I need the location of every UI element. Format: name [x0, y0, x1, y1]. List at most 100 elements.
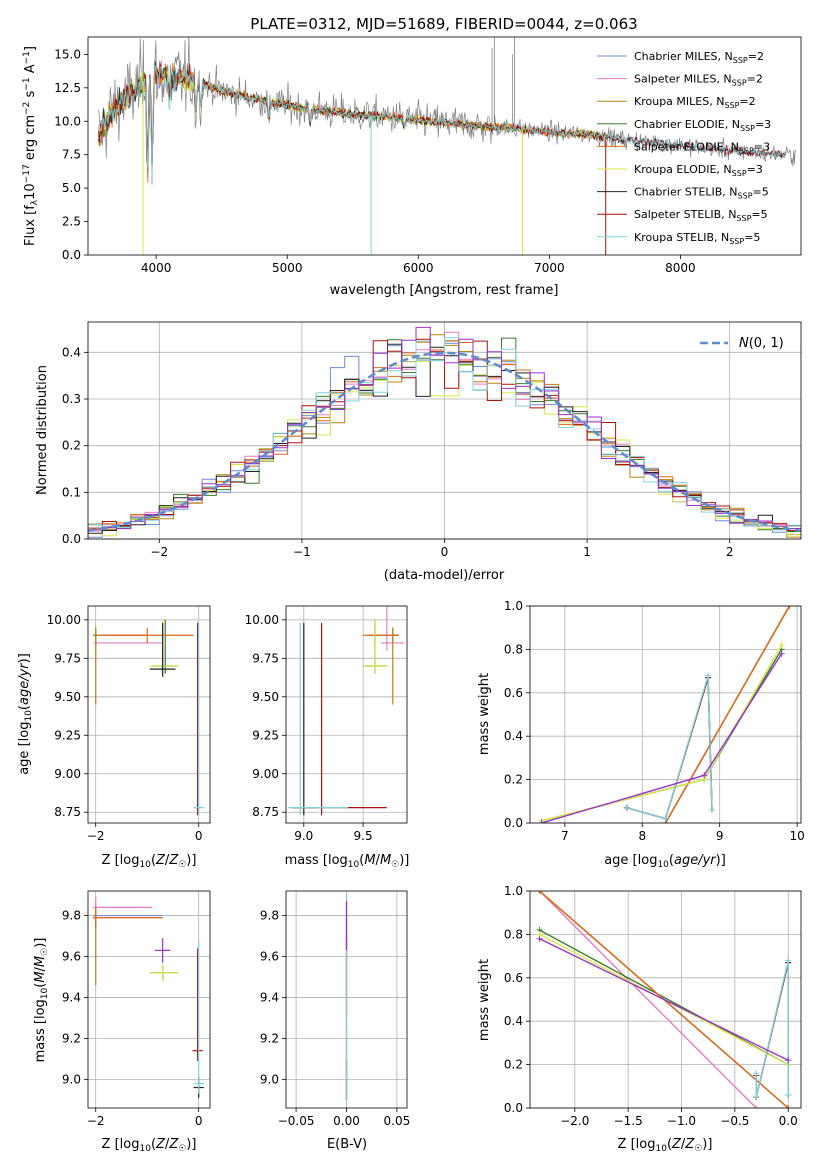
legend-nssp: =2 — [748, 50, 764, 63]
age-vs-Z-y-axis-label-part: 10 — [24, 710, 34, 722]
mass-weight-vs-Z-x-axis-label-part: Z [log — [618, 1137, 656, 1152]
mass-vs-Z-x-axis-label-part: Z — [168, 1137, 179, 1152]
mass-weight-point — [778, 650, 785, 657]
mass-weight-line — [539, 891, 757, 1108]
spectrum-y-axis-label-part: −1 — [22, 51, 32, 64]
age_vs_mass-ytick-label: 9.00 — [252, 767, 279, 781]
spectrum-y-axis-label-part: A — [23, 64, 38, 77]
legend-subscript: SSP — [724, 101, 739, 110]
mass-vs-Z-x-axis-label-part: / — [165, 1137, 170, 1152]
mass-vs-Z-y-axis-label-part: / — [33, 966, 48, 971]
mass_vs_Z-plot-area — [93, 897, 204, 1098]
legend-model-name: Salpeter STELIB, N — [634, 208, 736, 221]
residuals-frame — [87, 321, 802, 540]
mass_vs_EBV-ytick-label: 9.6 — [260, 950, 279, 964]
age_vs_Z-ytick-label: 9.75 — [54, 651, 81, 665]
spectrum-ytick-label: 12.5 — [54, 81, 81, 95]
legend-nssp: =2 — [739, 95, 755, 108]
mass_vs_EBV-frame — [285, 890, 408, 1109]
mass_vs_EBV-xtick-label: 0.05 — [384, 1114, 411, 1128]
legend-nssp: =2 — [747, 73, 763, 86]
residuals-xtick-label: −1 — [293, 545, 311, 559]
mass-weight-point — [753, 1070, 760, 1077]
legend-subscript: SSP — [732, 79, 747, 88]
mass-weight-vs-Z-x-axis-label-part: ☉ — [694, 1144, 702, 1154]
spectrum-y-axis-label-part: erg cm — [23, 115, 38, 164]
mass-vs-Z-x-axis-label-part: Z [log — [102, 1137, 140, 1152]
mass-weight-vs-age-x-axis-label-part: )] — [716, 853, 726, 868]
mass_vs_EBV-xtick-label: 0.00 — [333, 1114, 360, 1128]
spectrum-ytick-label: 7.5 — [62, 148, 81, 162]
legend-model-name: Chabrier MILES, N — [634, 50, 733, 63]
spectrum-y-axis-label-part: s — [23, 90, 38, 101]
residuals-xtick-label: −2 — [150, 545, 168, 559]
mass_vs_EBV-ytick-label: 9.0 — [260, 1072, 279, 1086]
mass-weight-vs-age-x-axis-label-part: age/yr — [674, 853, 717, 868]
spectrum-y-axis-label-part: 10 — [23, 183, 38, 200]
mass_weight_vs_age-ytick-label: 0.2 — [504, 773, 523, 787]
mass_vs_Z-xtick-label: −2 — [87, 1114, 105, 1128]
mass_vs_Z-ytick-label: 9.6 — [62, 950, 81, 964]
mass_vs_EBV-xtick-label: −0.05 — [278, 1114, 315, 1128]
legend-model-name: Kroupa STELIB, N — [634, 231, 729, 244]
mass-weight-point — [785, 1105, 792, 1108]
legend-model-name: Salpeter ELODIE, N — [634, 140, 739, 153]
mass_weight_vs_age-xtick-label: 9 — [716, 829, 724, 843]
mass-vs-Z-y-axis-label-part: 10 — [40, 987, 50, 999]
age_vs_Z-ytick-label: 10.00 — [47, 613, 81, 627]
spectrum-ytick-label: 2.5 — [62, 215, 81, 229]
mass-vs-Z-y-axis-label-part: ( — [33, 983, 48, 988]
mass_weight_vs_Z-ytick-label: 0.0 — [504, 1101, 523, 1115]
mass-weight-line — [539, 938, 789, 1061]
age_vs_mass-ytick-label: 10.00 — [245, 613, 279, 627]
spectrum-y-axis-label: Flux [fλ10−17 erg cm−2 s−1 A−1] — [22, 46, 40, 246]
normal-legend-args: (0, 1) — [749, 336, 784, 351]
residuals-ytick-label: 0.4 — [62, 345, 81, 359]
residuals-ytick-label: 0.2 — [62, 439, 81, 453]
spectrum-xtick-label: 8000 — [665, 261, 696, 275]
age-vs-mass-x-axis-label-part: M — [364, 853, 375, 868]
mass-weight-vs-Z-x-axis-label-part: Z — [684, 1137, 695, 1152]
legend-nssp: =3 — [754, 140, 770, 153]
age-vs-Z-x-axis-label-part: ( — [151, 853, 156, 868]
age-vs-Z-x-axis-label-part: ☉ — [178, 860, 186, 870]
age-vs-mass-x-axis-label-part: 10 — [348, 860, 360, 870]
mass_weight_vs_Z-xtick-label: −0.5 — [720, 1114, 749, 1128]
legend-model-name: Salpeter MILES, N — [634, 73, 732, 86]
legend-entry: Chabrier STELIB, NSSP=5 — [634, 186, 769, 201]
mass-vs-Z-x-axis-label-part: Z — [155, 1137, 166, 1152]
mass-weight-point — [785, 1091, 792, 1098]
mass_vs_Z-frame — [87, 890, 211, 1109]
figure-title: PLATE=0312, MJD=51689, FIBERID=0044, z=0… — [250, 15, 637, 33]
residuals-plot-area — [88, 326, 801, 539]
mass-weight-line — [541, 653, 783, 823]
spectrum-x-axis-label: wavelength [Angstrom, rest frame] — [330, 283, 559, 298]
spectrum-plot-area — [98, 37, 796, 255]
normal-legend-label: N(0, 1) — [739, 336, 784, 351]
mass-weight-point — [778, 642, 785, 649]
mass-weight-vs-Z-x-axis-label-part: 10 — [655, 1144, 667, 1154]
age_vs_mass-ytick-label: 9.75 — [252, 651, 279, 665]
legend-entry: Salpeter STELIB, NSSP=5 — [634, 208, 768, 223]
age_vs_mass-xtick-label: 9.5 — [354, 829, 373, 843]
mass-weight-line — [626, 675, 713, 820]
mass-vs-Z-y-axis-label-part: mass [log — [33, 999, 48, 1062]
age_vs_mass-frame — [285, 605, 408, 824]
mass-weight-vs-age-x-axis-label-part: ( — [669, 853, 674, 868]
legend-subscript: SSP — [732, 169, 747, 178]
spectrum-y-axis-label-part: −1 — [22, 77, 32, 90]
mass-weight-vs-Z-x-axis-label: Z [log10(Z/Z☉)] — [618, 1137, 713, 1154]
age_vs_mass-plot-area — [288, 606, 405, 816]
mass-weight-vs-Z-x-axis-label-part: )] — [702, 1137, 712, 1152]
mass_weight_vs_age-xtick-label: 8 — [638, 829, 646, 843]
residual-x-axis-label: (data-model)/error — [384, 568, 505, 583]
mass-vs-Z-y-axis-label-part: )] — [33, 938, 48, 948]
spectrum-ytick-label: 0.0 — [62, 248, 81, 262]
mass-weight-line — [541, 644, 783, 822]
mass-weight-vs-Z-x-axis-label-part: ( — [667, 1137, 672, 1152]
legend-nssp: =5 — [744, 231, 760, 244]
mass_vs_Z-ytick-label: 9.2 — [62, 1031, 81, 1045]
age_vs_Z-ytick-label: 9.50 — [54, 690, 81, 704]
